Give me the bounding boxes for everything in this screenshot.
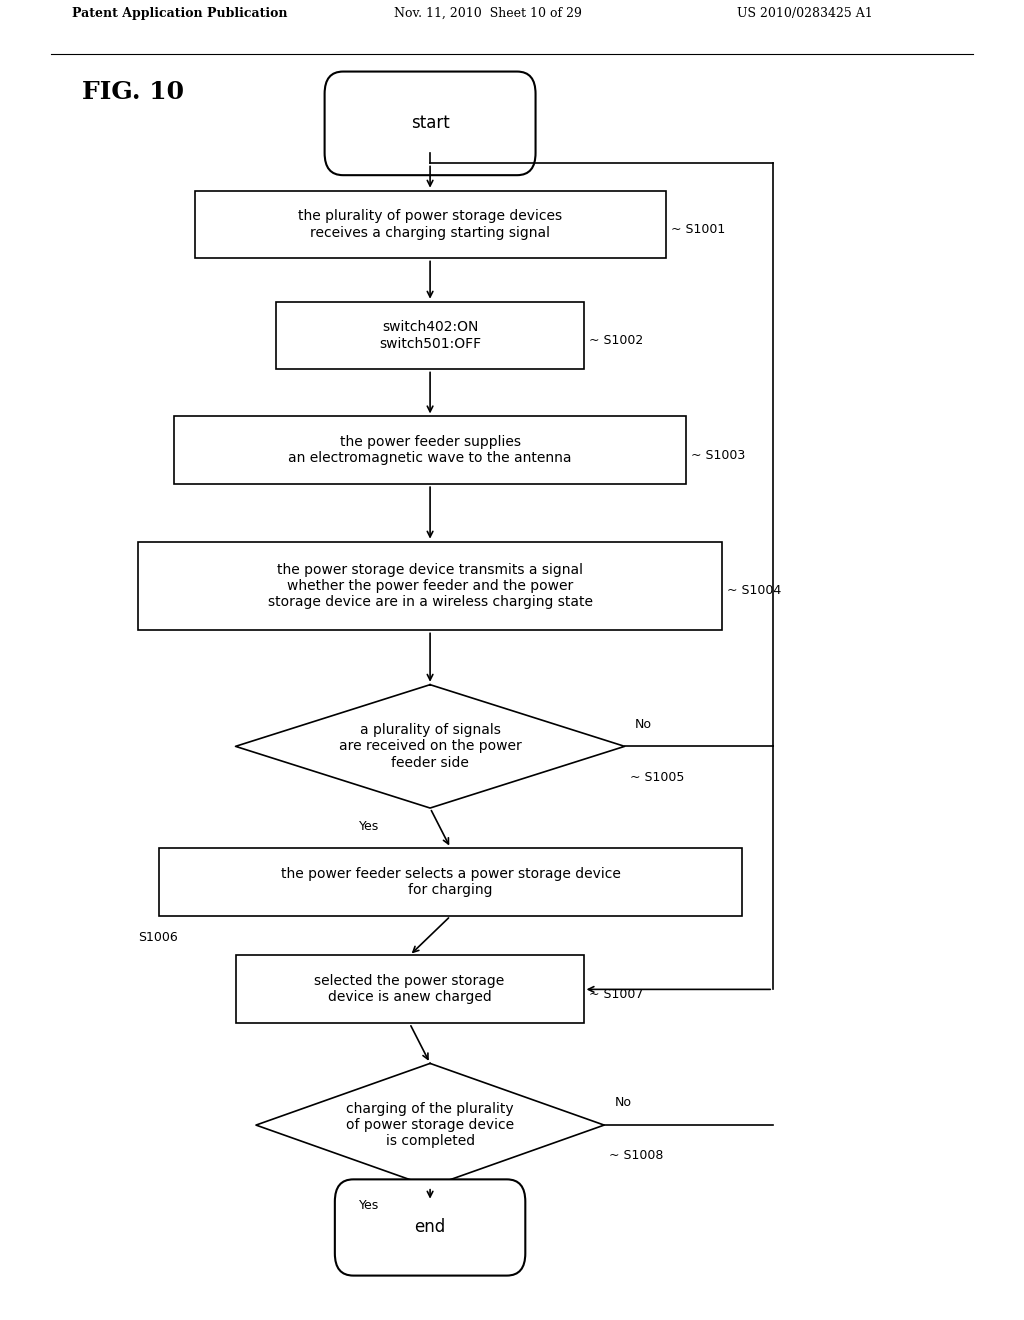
Text: the power storage device transmits a signal
whether the power feeder and the pow: the power storage device transmits a sig… <box>267 562 593 610</box>
Bar <box>236 956 584 1023</box>
Text: a plurality of signals
are received on the power
feeder side: a plurality of signals are received on t… <box>339 723 521 770</box>
Bar <box>195 190 666 259</box>
Bar <box>138 541 722 631</box>
Text: No: No <box>614 1097 632 1109</box>
Text: the power feeder supplies
an electromagnetic wave to the antenna: the power feeder supplies an electromagn… <box>289 436 571 466</box>
FancyBboxPatch shape <box>335 1179 525 1275</box>
Text: Patent Application Publication: Patent Application Publication <box>72 7 287 20</box>
Polygon shape <box>256 1064 604 1187</box>
Text: the power feeder selects a power storage device
for charging: the power feeder selects a power storage… <box>281 867 621 898</box>
Text: Yes: Yes <box>358 820 379 833</box>
Text: ~ S1002: ~ S1002 <box>589 334 643 347</box>
Text: US 2010/0283425 A1: US 2010/0283425 A1 <box>737 7 873 20</box>
Bar <box>276 302 584 370</box>
Text: S1006: S1006 <box>138 931 178 944</box>
Text: ~ S1007: ~ S1007 <box>589 987 643 1001</box>
Text: ~ S1008: ~ S1008 <box>609 1150 664 1163</box>
Text: Yes: Yes <box>358 1199 379 1212</box>
Text: switch402:ON
switch501:OFF: switch402:ON switch501:OFF <box>379 321 481 351</box>
FancyBboxPatch shape <box>325 71 536 176</box>
Text: Nov. 11, 2010  Sheet 10 of 29: Nov. 11, 2010 Sheet 10 of 29 <box>394 7 582 20</box>
Text: ~ S1004: ~ S1004 <box>727 585 781 598</box>
Text: start: start <box>411 115 450 132</box>
Bar <box>174 416 686 484</box>
Bar <box>159 849 742 916</box>
Text: ~ S1003: ~ S1003 <box>691 449 745 462</box>
Text: charging of the plurality
of power storage device
is completed: charging of the plurality of power stora… <box>346 1102 514 1148</box>
Text: No: No <box>635 718 652 731</box>
Polygon shape <box>236 685 625 808</box>
Text: end: end <box>415 1218 445 1237</box>
Text: FIG. 10: FIG. 10 <box>82 81 184 104</box>
Text: the plurality of power storage devices
receives a charging starting signal: the plurality of power storage devices r… <box>298 210 562 240</box>
Text: selected the power storage
device is anew charged: selected the power storage device is ane… <box>314 974 505 1005</box>
Text: ~ S1001: ~ S1001 <box>671 223 725 236</box>
Text: ~ S1005: ~ S1005 <box>630 771 684 784</box>
